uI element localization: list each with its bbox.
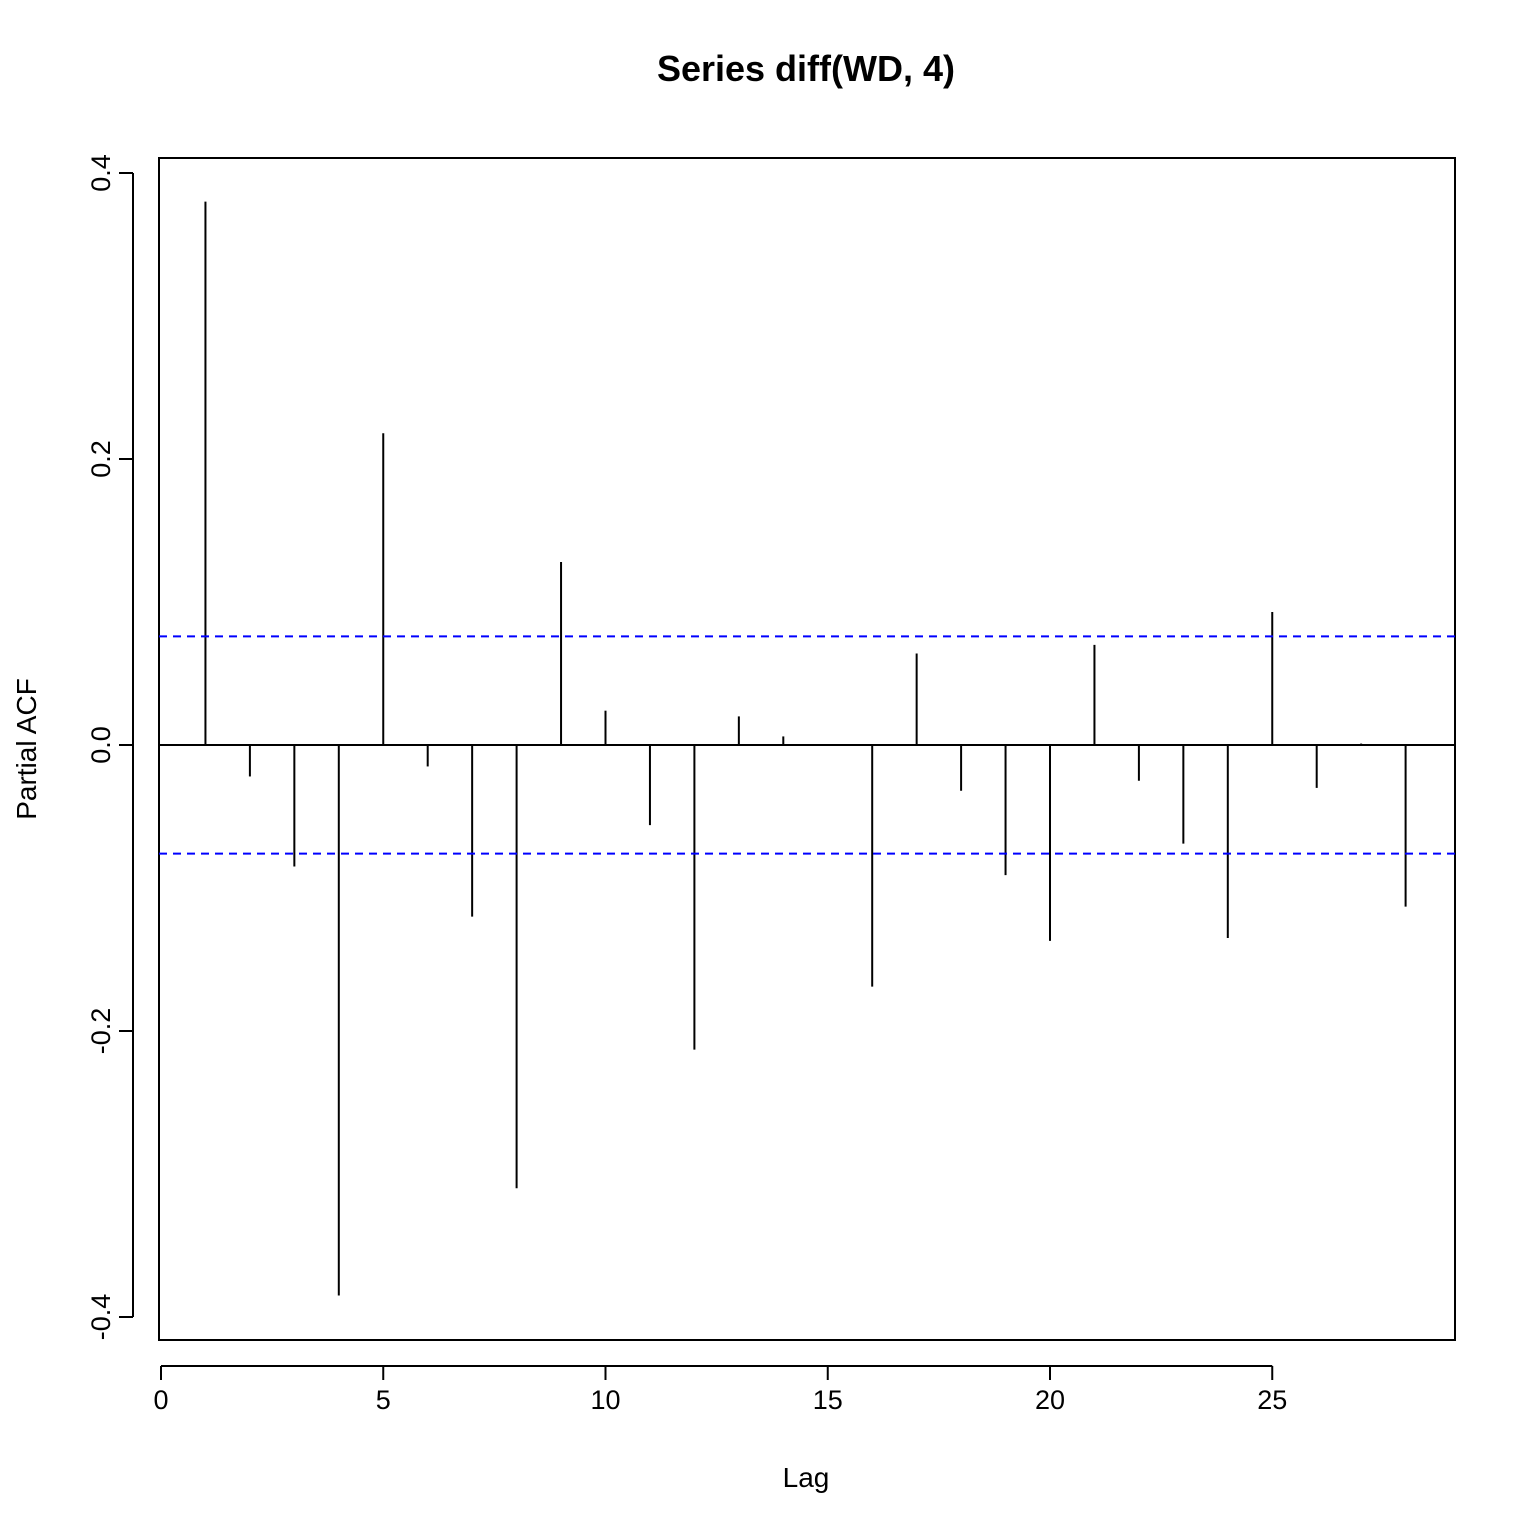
y-axis: -0.4 -0.2 0.0 0.2 0.4 xyxy=(86,154,134,1341)
chart-title: Series diff(WD, 4) xyxy=(657,48,955,89)
x-tick-label: 0 xyxy=(153,1385,168,1415)
y-axis-label: Partial ACF xyxy=(11,678,42,820)
x-tick-label: 25 xyxy=(1257,1385,1287,1415)
y-tick-label: -0.4 xyxy=(86,1294,116,1341)
y-tick-label: 0.4 xyxy=(86,154,116,192)
plot-frame xyxy=(158,157,1456,1341)
y-tick-label: 0.2 xyxy=(86,440,116,478)
pacf-bars xyxy=(159,201,1455,1296)
x-tick-label: 5 xyxy=(376,1385,391,1415)
x-axis: 0 5 10 15 20 25 xyxy=(153,1365,1287,1415)
y-tick-label: 0.0 xyxy=(86,726,116,764)
x-tick-label: 10 xyxy=(590,1385,620,1415)
x-tick-label: 20 xyxy=(1035,1385,1065,1415)
x-tick-label: 15 xyxy=(813,1385,843,1415)
x-axis-label: Lag xyxy=(783,1462,830,1493)
y-tick-label: -0.2 xyxy=(86,1008,116,1055)
